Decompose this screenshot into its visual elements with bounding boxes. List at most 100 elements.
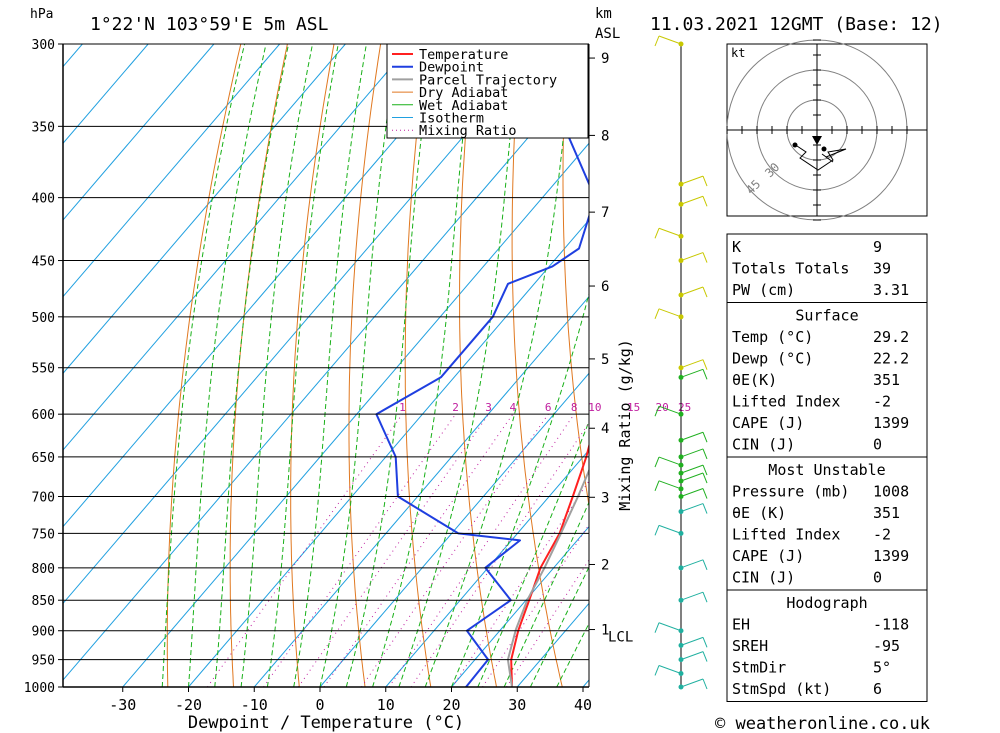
dry-adiabat-line <box>459 44 497 687</box>
isotherm-line <box>63 44 215 221</box>
mixing-ratio-label: 10 <box>588 401 601 414</box>
wind-barb-flag <box>702 175 708 187</box>
wind-barb <box>680 636 704 646</box>
isotherm-line <box>63 44 281 298</box>
wet-adiabat-line <box>161 44 246 687</box>
lcl-label: LCL <box>608 630 633 646</box>
hodograph-unit: kt <box>731 46 745 60</box>
mixing-ratio-label: 2 <box>452 401 459 414</box>
credit-text: © weatheronline.co.uk <box>715 714 930 733</box>
wind-barb-flag <box>654 480 660 492</box>
wet-adiabat-line <box>214 44 290 687</box>
legend-label: Wet Adiabat <box>419 98 508 114</box>
wind-dot <box>678 478 684 484</box>
km-tick-label: 7 <box>601 205 609 221</box>
hodograph: kt 45 30 <box>726 39 928 221</box>
wind-barb-flag <box>702 651 708 662</box>
km-tick-label: 3 <box>601 490 609 506</box>
wind-barb-flag <box>702 464 708 476</box>
dry-adiabat-line <box>290 44 335 687</box>
table-row-label: CIN (J) <box>732 569 795 587</box>
mixing-ratio-line <box>297 413 490 687</box>
wind-barb-flag <box>702 286 708 298</box>
table-row-value: 29.2 <box>873 328 909 346</box>
table-row-label: Lifted Index <box>732 526 840 544</box>
wind-barb <box>658 35 682 45</box>
pressure-tick-label: 300 <box>32 38 55 53</box>
legend-label: Isotherm <box>419 111 484 127</box>
wind-barb <box>680 175 704 185</box>
wind-dot <box>678 494 684 500</box>
wind-dot <box>678 530 684 536</box>
km-tick-label: 2 <box>601 557 609 573</box>
mixing-ratio-label: 15 <box>627 401 640 414</box>
wind-barb-flag <box>702 448 708 460</box>
wind-barb-flag <box>702 369 708 380</box>
table-row-label: SREH <box>732 637 768 655</box>
table-row-value: -2 <box>873 526 891 544</box>
wind-barb <box>658 665 682 674</box>
wind-dot <box>678 670 684 676</box>
profile-lines <box>375 57 589 687</box>
isotherm-line <box>188 219 589 687</box>
pressure-tick-label: 900 <box>32 625 55 640</box>
x-tick-label: 40 <box>574 696 592 714</box>
wind-barb <box>658 622 682 632</box>
wind-barb-flag <box>654 456 660 468</box>
wind-dot <box>678 509 684 515</box>
legend-label: Temperature <box>419 47 508 63</box>
wind-dot <box>678 258 684 264</box>
mixing-ratio-line <box>388 413 575 687</box>
x-tick-label: -20 <box>175 696 202 714</box>
table-section-title: Hodograph <box>786 594 867 612</box>
wind-barb <box>680 678 704 688</box>
table-row-label: Temp (°C) <box>732 328 813 346</box>
wind-barb <box>680 448 704 458</box>
pressure-tick-label: 450 <box>32 255 55 270</box>
table-row-label: Totals Totals <box>732 260 849 278</box>
wind-dot <box>678 41 684 47</box>
isotherm-line <box>451 525 589 687</box>
wind-dot <box>678 437 684 443</box>
x-axis-title: Dewpoint / Temperature (°C) <box>188 713 464 733</box>
table-row-label: EH <box>732 616 750 634</box>
pressure-tick-label: 500 <box>32 311 55 326</box>
mixing-ratio-line <box>506 559 589 687</box>
wind-barb <box>680 591 704 601</box>
pressure-tick-label: 600 <box>32 408 55 423</box>
wind-barb-flag <box>654 406 660 417</box>
wind-dot <box>678 597 684 603</box>
pressure-tick-label: 1000 <box>24 681 55 696</box>
wind-dot <box>678 657 684 663</box>
mixing-ratio-line <box>410 421 589 687</box>
table-row-label: StmSpd (kt) <box>732 680 831 698</box>
km-tick-label: 6 <box>601 279 609 295</box>
table-row-value: 1008 <box>873 483 909 501</box>
wind-barb-flag <box>654 622 660 633</box>
table-row-label: PW (cm) <box>732 281 795 299</box>
isotherm-line <box>63 44 346 375</box>
mixing-ratio-label: 6 <box>545 401 552 414</box>
wind-barb-flag <box>702 472 708 484</box>
hodograph-point <box>792 142 798 148</box>
dry-adiabat-line <box>404 44 432 687</box>
wind-dot <box>678 470 684 476</box>
table-row-label: StmDir <box>732 659 786 677</box>
pressure-tick-label: 550 <box>32 362 55 377</box>
wind-dot <box>678 314 684 320</box>
asl-unit: ASL <box>595 26 620 42</box>
hpa-unit: hPa <box>30 7 53 22</box>
table-row-value: 3.31 <box>873 281 909 299</box>
wind-barb <box>658 480 682 490</box>
pressure-tick-label: 750 <box>32 527 55 542</box>
x-tick-label: -30 <box>109 696 136 714</box>
pressure-tick-label: 950 <box>32 654 55 669</box>
dry-adiabat-line <box>166 44 242 687</box>
wind-barb <box>680 359 704 369</box>
mixing-ratio-label: 8 <box>571 401 578 414</box>
wind-barb <box>658 308 682 318</box>
wind-barb <box>658 405 682 415</box>
wind-barb <box>680 651 704 661</box>
km-tick-label: 5 <box>601 352 609 368</box>
